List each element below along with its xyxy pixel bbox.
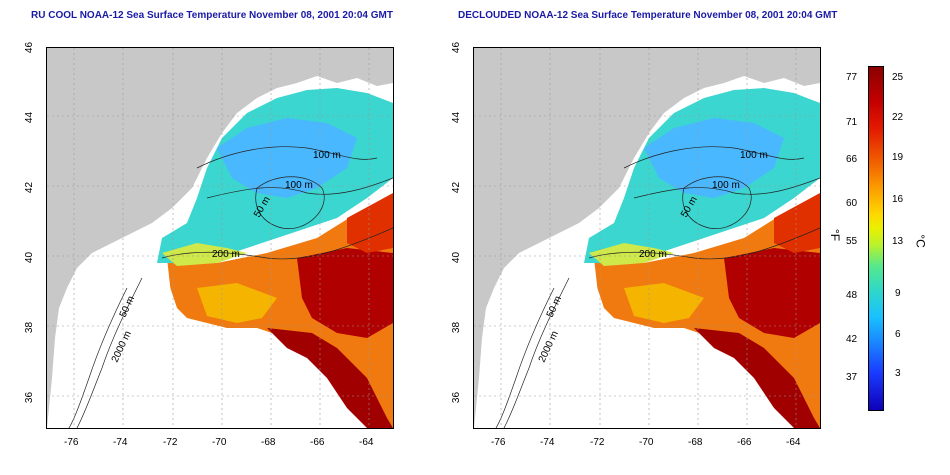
y-tick-label: 46 xyxy=(24,41,36,54)
map-title-right: DECLOUDED NOAA-12 Sea Surface Temperatur… xyxy=(458,10,838,21)
contour-label: 100 m xyxy=(712,180,740,191)
y-tick-label: 38 xyxy=(451,321,463,334)
celsius-unit-label: °C xyxy=(913,234,928,248)
contour-label: 100 m xyxy=(313,150,341,161)
x-tick-label: -74 xyxy=(113,437,128,448)
celsius-tick: 25 xyxy=(892,72,904,83)
celsius-tick: 6 xyxy=(895,329,901,340)
y-tick-label: 36 xyxy=(451,391,463,404)
fahrenheit-tick: 71 xyxy=(846,117,858,128)
contour-label: 200 m xyxy=(639,249,667,260)
land-mass xyxy=(474,48,820,428)
fahrenheit-tick: 42 xyxy=(846,334,858,345)
y-tick-label: 36 xyxy=(24,391,36,404)
gulf-stream xyxy=(724,248,820,338)
x-tick-label: -64 xyxy=(786,437,801,448)
y-tick-label: 38 xyxy=(24,321,36,334)
y-tick-label: 44 xyxy=(451,111,463,124)
celsius-tick: 16 xyxy=(892,194,904,205)
x-tick-label: -72 xyxy=(163,437,178,448)
warm-patch xyxy=(347,193,393,253)
temperature-colorbar xyxy=(868,66,884,411)
gulf-stream xyxy=(297,248,393,338)
celsius-tick: 22 xyxy=(892,112,904,123)
x-tick-label: -66 xyxy=(310,437,325,448)
fahrenheit-tick: 48 xyxy=(846,290,858,301)
x-tick-label: -70 xyxy=(639,437,654,448)
fahrenheit-tick: 77 xyxy=(846,72,858,83)
land-mass xyxy=(47,48,393,428)
x-tick-label: -66 xyxy=(737,437,752,448)
fahrenheit-tick: 55 xyxy=(846,236,858,247)
y-tick-label: 40 xyxy=(24,251,36,264)
y-tick-label: 40 xyxy=(451,251,463,264)
fahrenheit-unit-label: °F xyxy=(828,228,843,242)
celsius-tick: 19 xyxy=(892,152,904,163)
y-tick-label: 42 xyxy=(451,181,463,194)
contour-label: 100 m xyxy=(285,180,313,191)
celsius-tick: 3 xyxy=(895,368,901,379)
warm-patch xyxy=(774,193,820,253)
map-title-left: RU COOL NOAA-12 Sea Surface Temperature … xyxy=(31,10,393,21)
y-tick-label: 42 xyxy=(24,181,36,194)
celsius-tick: 9 xyxy=(895,288,901,299)
y-tick-label: 44 xyxy=(24,111,36,124)
x-tick-label: -70 xyxy=(212,437,227,448)
fahrenheit-tick: 66 xyxy=(846,154,858,165)
y-tick-label: 46 xyxy=(451,41,463,54)
celsius-tick: 13 xyxy=(892,236,904,247)
x-tick-label: -72 xyxy=(590,437,605,448)
x-tick-label: -76 xyxy=(64,437,79,448)
fahrenheit-tick: 60 xyxy=(846,198,858,209)
x-tick-label: -68 xyxy=(688,437,703,448)
fahrenheit-tick: 37 xyxy=(846,372,858,383)
contour-label: 200 m xyxy=(212,249,240,260)
sst-map-right: 100 m 100 m 50 m 200 m 50 m 2000 m xyxy=(473,47,821,429)
x-tick-label: -68 xyxy=(261,437,276,448)
x-tick-label: -64 xyxy=(359,437,374,448)
contour-label: 100 m xyxy=(740,150,768,161)
sst-map-left: 100 m 100 m 50 m 200 m 50 m 2000 m xyxy=(46,47,394,429)
x-tick-label: -76 xyxy=(491,437,506,448)
x-tick-label: -74 xyxy=(540,437,555,448)
